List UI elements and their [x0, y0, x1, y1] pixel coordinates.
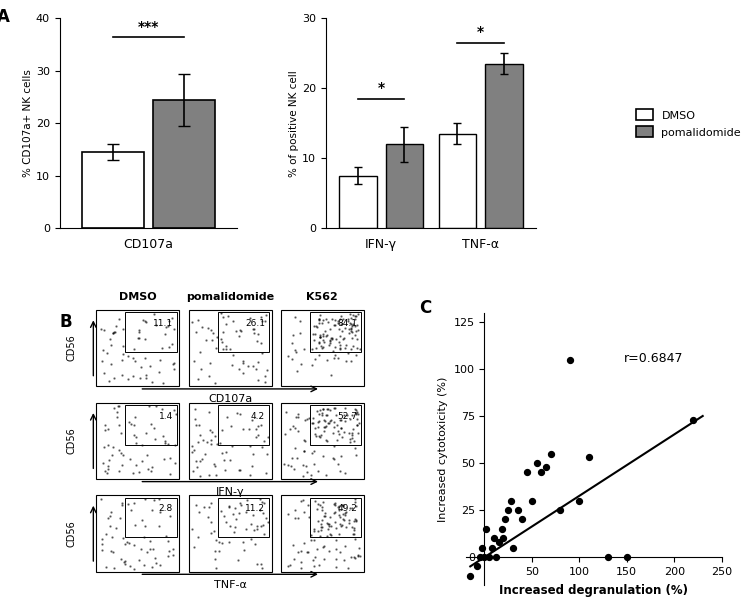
- Point: [502, 505, 514, 515]
- Point: [536, 468, 548, 477]
- Text: 26.1: 26.1: [245, 319, 265, 328]
- Text: 11.1: 11.1: [153, 319, 173, 328]
- Text: *: *: [477, 25, 484, 39]
- Point: [540, 462, 552, 472]
- Y-axis label: Increased cytotoxicity (%): Increased cytotoxicity (%): [438, 376, 448, 522]
- Point: [471, 561, 483, 571]
- Point: [493, 537, 504, 547]
- Text: 2.8: 2.8: [158, 505, 173, 513]
- Text: CD56: CD56: [67, 428, 77, 454]
- Point: [478, 552, 490, 562]
- Bar: [153, 100, 215, 228]
- Point: [597, 122, 609, 132]
- Text: 49.2: 49.2: [337, 505, 357, 513]
- Legend: DMSO, pomalidomide: DMSO, pomalidomide: [630, 103, 744, 143]
- Point: [702, 285, 713, 295]
- Point: [474, 552, 486, 562]
- Point: [496, 524, 507, 533]
- Point: [498, 533, 510, 543]
- Bar: [439, 134, 476, 228]
- Point: [686, 4, 698, 14]
- Point: [522, 468, 533, 477]
- Text: C: C: [420, 299, 432, 317]
- Point: [526, 496, 538, 506]
- Point: [564, 355, 576, 365]
- Bar: [385, 144, 423, 228]
- Text: ***: ***: [138, 20, 159, 34]
- Point: [516, 514, 528, 524]
- Text: 1.4: 1.4: [158, 411, 173, 421]
- Text: CD107a: CD107a: [208, 394, 252, 404]
- Point: [481, 524, 493, 533]
- Text: 11.2: 11.2: [245, 505, 265, 513]
- Point: [507, 543, 519, 553]
- Point: [545, 448, 557, 458]
- Text: *: *: [378, 81, 385, 95]
- Point: [488, 533, 500, 543]
- Y-axis label: % of positive NK cell: % of positive NK cell: [289, 70, 299, 177]
- Point: [554, 505, 566, 515]
- Point: [490, 552, 502, 562]
- Text: pomalidomide: pomalidomide: [186, 292, 275, 302]
- Point: [602, 552, 614, 562]
- Text: 52.7: 52.7: [337, 411, 357, 421]
- Point: [475, 543, 487, 553]
- Text: TNF-α: TNF-α: [214, 580, 246, 590]
- Point: [698, 140, 710, 150]
- Point: [505, 496, 517, 506]
- Bar: [339, 176, 376, 228]
- Point: [687, 415, 699, 424]
- Point: [677, 129, 689, 139]
- Text: r=0.6847: r=0.6847: [624, 352, 684, 365]
- Point: [530, 458, 542, 468]
- Text: B: B: [60, 312, 72, 331]
- Text: 4.2: 4.2: [251, 411, 265, 421]
- Bar: [82, 152, 144, 228]
- Text: IFN-γ: IFN-γ: [216, 487, 245, 497]
- Point: [595, 28, 607, 38]
- Point: [464, 571, 476, 581]
- Point: [597, 70, 609, 79]
- Text: CD56: CD56: [67, 520, 77, 547]
- X-axis label: Increased degranulation (%): Increased degranulation (%): [499, 584, 688, 597]
- Text: 84.1: 84.1: [337, 319, 357, 328]
- Text: A: A: [0, 8, 10, 26]
- Point: [486, 543, 498, 553]
- Point: [512, 505, 524, 515]
- Point: [484, 552, 496, 562]
- Text: DMSO: DMSO: [119, 292, 157, 302]
- Point: [583, 452, 594, 462]
- Text: CD56: CD56: [67, 334, 77, 362]
- Point: [633, 277, 645, 286]
- Text: K562: K562: [307, 292, 339, 302]
- Y-axis label: % CD107a+ NK cells: % CD107a+ NK cells: [23, 70, 33, 177]
- Point: [620, 552, 632, 562]
- Point: [574, 496, 586, 506]
- Bar: [485, 64, 523, 228]
- Point: [499, 514, 511, 524]
